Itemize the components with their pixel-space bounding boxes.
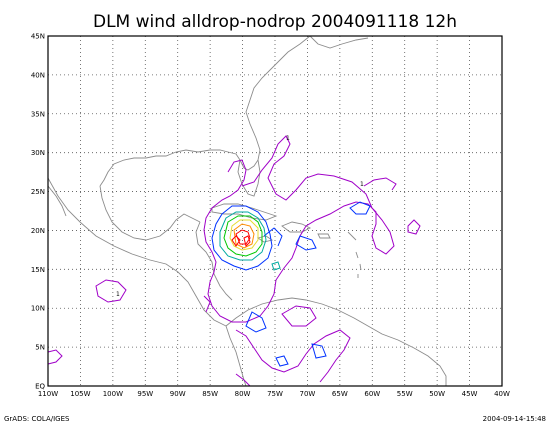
lon-tick-label: 60W (364, 390, 380, 398)
contour-line (203, 295, 211, 313)
hispaniola (281, 221, 312, 233)
lon-tick-label: 45W (462, 390, 478, 398)
contour-line (281, 305, 317, 327)
contour-line (363, 177, 397, 191)
contour-line (231, 235, 241, 247)
contour-label: 1 (116, 291, 120, 298)
coastlines (47, 35, 447, 387)
contour-line (263, 227, 283, 247)
lat-tick-label: 40N (31, 71, 45, 79)
contour-line (235, 373, 251, 387)
wind-difference-contours (47, 135, 421, 387)
contour-line (407, 219, 421, 235)
contour-line (229, 219, 259, 251)
lat-tick-label: 15N (31, 266, 45, 274)
contour-line (223, 215, 263, 257)
central-america-east (195, 221, 233, 301)
contour-level-7 (231, 229, 251, 247)
contour-line (203, 135, 395, 323)
contour-line (219, 211, 267, 261)
south-america-north (225, 297, 447, 386)
pacific-coast (47, 177, 227, 327)
contour-label: 1 (286, 135, 290, 142)
contour-level-3 (219, 211, 281, 271)
lat-tick-label: 45N (31, 33, 45, 41)
baja-coast (47, 185, 67, 217)
lat-tick-label: 10N (31, 305, 45, 313)
contour-line (211, 205, 273, 271)
lon-tick-label: 40W (494, 390, 510, 398)
latitude-labels: EQ 5N 10N 15N 20N 25N 30N 35N 40N 45N (31, 33, 46, 391)
lon-tick-label: 65W (332, 390, 348, 398)
contour-level-1 (47, 135, 421, 387)
contour-line (245, 311, 267, 333)
contour-line (275, 355, 289, 367)
contour-level-2 (211, 201, 371, 367)
lat-tick-label: 20N (31, 227, 45, 235)
lat-tick-label: 35N (31, 110, 45, 118)
plot-frame (47, 35, 503, 387)
lon-tick-label: 75W (267, 390, 283, 398)
lon-tick-label: 50W (429, 390, 445, 398)
lat-tick-label: 5N (35, 344, 45, 352)
contour-label: 1 (360, 181, 364, 188)
lon-tick-label: 70W (300, 390, 316, 398)
map-title: DLM wind alldrop-nodrop 2004091118 12h (93, 12, 457, 32)
mexico-gulf-coast (99, 185, 201, 241)
lon-tick-label: 100W (103, 390, 123, 398)
lon-tick-label: 110W (38, 390, 58, 398)
lat-tick-label: 30N (31, 149, 45, 157)
northeast-coast (309, 35, 369, 49)
lon-tick-label: 105W (70, 390, 90, 398)
lon-tick-label: 85W (202, 390, 218, 398)
contour-line (95, 279, 127, 303)
lon-tick-label: 90W (170, 390, 186, 398)
contour-line (311, 343, 327, 359)
lat-tick-label: EQ (35, 383, 45, 391)
lat-tick-label: 25N (31, 188, 45, 196)
virgin-islands (347, 231, 357, 241)
footer-credit: GrADS: COLA/IGES (4, 415, 70, 423)
lon-tick-label: 80W (235, 390, 251, 398)
contour-line (271, 261, 281, 271)
contour-line (349, 201, 371, 215)
contour-line (295, 235, 317, 251)
contour-line (47, 349, 63, 365)
lon-tick-label: 95W (137, 390, 153, 398)
contour-line (243, 235, 251, 247)
lesser-antilles (355, 251, 362, 278)
contour-level-4 (223, 215, 263, 257)
contour-line (235, 329, 351, 383)
plot-background (48, 36, 502, 386)
lon-tick-label: 55W (397, 390, 413, 398)
puerto-rico (317, 233, 331, 239)
contour-line (235, 229, 251, 245)
footer-timestamp: 2004-09-14-15:48 (483, 415, 546, 423)
contour-level-5 (229, 219, 259, 251)
longitude-labels: 110W 105W 100W 95W 90W 85W 80W 75W 70W 65W 60W 55W 5… (38, 390, 510, 398)
